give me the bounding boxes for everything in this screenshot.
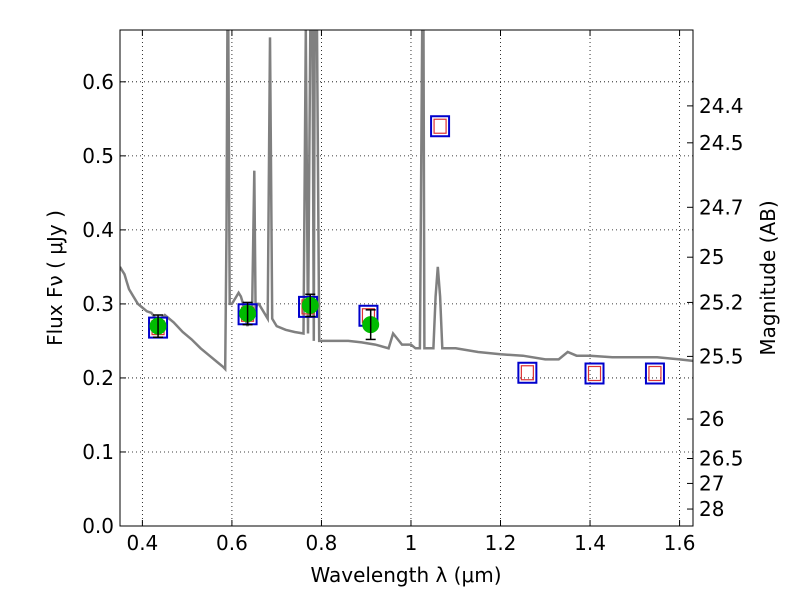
y-axis-title: Flux Fν ( μJy ) xyxy=(43,210,67,346)
y-tick-label: 0.1 xyxy=(82,440,114,464)
x-tick-label: 0.4 xyxy=(126,531,158,555)
model-inner-marker xyxy=(520,365,534,381)
x-tick-label: 1 xyxy=(405,531,418,555)
magnitude-tick-label: 25.5 xyxy=(699,344,744,368)
magnitude-tick-label: 24.5 xyxy=(699,131,744,155)
y-tick-label: 0.2 xyxy=(82,366,114,390)
magnitude-tick-label: 24.4 xyxy=(699,94,744,118)
y-tick-label: 0.0 xyxy=(82,514,114,538)
x-axis-title: Wavelength λ (μm) xyxy=(310,563,501,587)
y-tick-label: 0.3 xyxy=(82,292,114,316)
model-band-marker xyxy=(584,362,605,385)
model-inner-marker xyxy=(587,365,602,382)
magnitude-tick-label: 25.2 xyxy=(699,290,744,314)
spectrum-line xyxy=(120,30,693,373)
magnitude-tick-label: 26 xyxy=(699,407,724,431)
x-tick-label: 1.2 xyxy=(485,531,517,555)
plot-area xyxy=(120,30,693,385)
magnitude-tick-label: 24.7 xyxy=(699,195,744,219)
x-tick-label: 1.6 xyxy=(664,531,696,555)
x-tick-label: 0.8 xyxy=(306,531,338,555)
observed-points xyxy=(149,293,380,341)
model-band-marker xyxy=(644,362,665,385)
model-band-marker xyxy=(517,361,538,384)
model-band-marker xyxy=(430,115,451,138)
x-axis: 0.4 0.6 0.8 1 1.2 1.4 1.6 xyxy=(126,30,695,555)
magnitude-axis-title: Magnitude (AB) xyxy=(756,200,780,355)
magnitude-tick-label: 25 xyxy=(699,245,724,269)
grid xyxy=(120,30,693,527)
y-axis: 0.0 0.1 0.2 0.3 0.4 0.5 0.6 xyxy=(82,70,126,538)
model-inner-marker xyxy=(648,365,662,382)
magnitude-tick-label: 28 xyxy=(699,497,724,521)
model-inner-marker xyxy=(433,118,447,134)
magnitude-tick-label: 26.5 xyxy=(699,446,744,470)
y-tick-label: 0.6 xyxy=(82,70,114,94)
y-tick-label: 0.4 xyxy=(82,218,114,242)
y-tick-label: 0.5 xyxy=(82,144,114,168)
x-tick-label: 1.4 xyxy=(574,531,606,555)
plot-frame xyxy=(119,29,694,527)
x-tick-label: 0.6 xyxy=(216,531,248,555)
magnitude-tick-label: 27 xyxy=(699,471,724,495)
